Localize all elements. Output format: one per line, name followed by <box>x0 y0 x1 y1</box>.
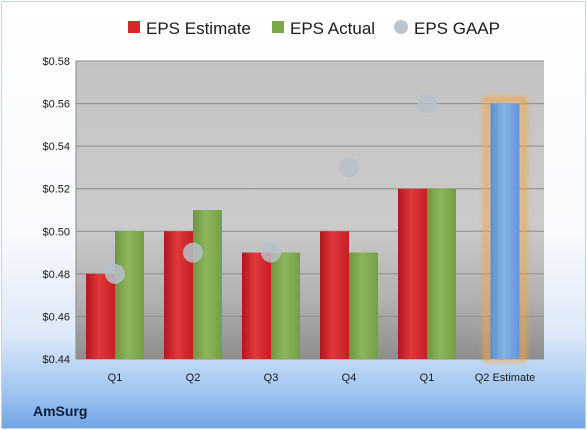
point-eps-gaap <box>183 242 203 263</box>
y-tick-label: $0.50 <box>42 226 70 238</box>
x-tick-label: Q3 <box>264 372 279 384</box>
legend-label-gaap: EPS GAAP <box>414 19 500 38</box>
gaap-points <box>105 93 437 284</box>
y-tick-label: $0.58 <box>42 56 70 68</box>
y-axis-ticks: $0.44 $0.46 $0.48 $0.50 $0.52 $0.54 $0.56 $0.58 <box>42 56 70 366</box>
bar-eps-actual <box>115 231 144 359</box>
bar-eps-actual <box>427 188 456 359</box>
legend-swatch-actual <box>272 21 284 33</box>
plot-area <box>76 61 544 359</box>
bar-eps-actual <box>193 210 222 359</box>
bar-eps-estimate <box>320 231 349 359</box>
legend-swatch-gaap <box>394 20 408 34</box>
y-tick-label: $0.56 <box>42 99 70 111</box>
bar-eps-estimate <box>398 188 427 359</box>
point-eps-gaap <box>417 93 437 114</box>
bar-eps-estimate <box>86 273 115 359</box>
x-tick-label: Q1 <box>420 372 435 384</box>
bar-eps-forecast <box>490 103 520 359</box>
legend-swatch-estimate <box>128 21 140 33</box>
point-eps-gaap <box>105 263 125 284</box>
bar-eps-actual <box>271 252 300 359</box>
x-tick-label: Q2 Estimate <box>475 372 536 384</box>
legend: EPS Estimate EPS Actual EPS GAAP <box>128 19 500 38</box>
x-axis-ticks: Q1 Q2 Q3 Q4 Q1 Q2 Estimate <box>108 372 536 384</box>
x-tick-label: Q1 <box>108 372 123 384</box>
company-name: AmSurg <box>33 403 88 419</box>
legend-label-estimate: EPS Estimate <box>146 19 251 38</box>
bar-eps-estimate <box>242 252 271 359</box>
y-tick-label: $0.48 <box>42 269 70 281</box>
y-tick-label: $0.52 <box>42 184 70 196</box>
bar-eps-actual <box>349 252 378 359</box>
gridlines <box>76 60 544 317</box>
bars <box>86 96 527 362</box>
y-tick-label: $0.46 <box>42 311 70 323</box>
x-tick-label: Q4 <box>342 372 357 384</box>
legend-label-actual: EPS Actual <box>290 19 375 38</box>
y-tick-label: $0.44 <box>42 354 70 366</box>
y-tick-label: $0.54 <box>42 141 70 153</box>
point-eps-gaap <box>261 242 281 263</box>
point-eps-gaap <box>339 157 359 178</box>
x-tick-label: Q2 <box>186 372 201 384</box>
